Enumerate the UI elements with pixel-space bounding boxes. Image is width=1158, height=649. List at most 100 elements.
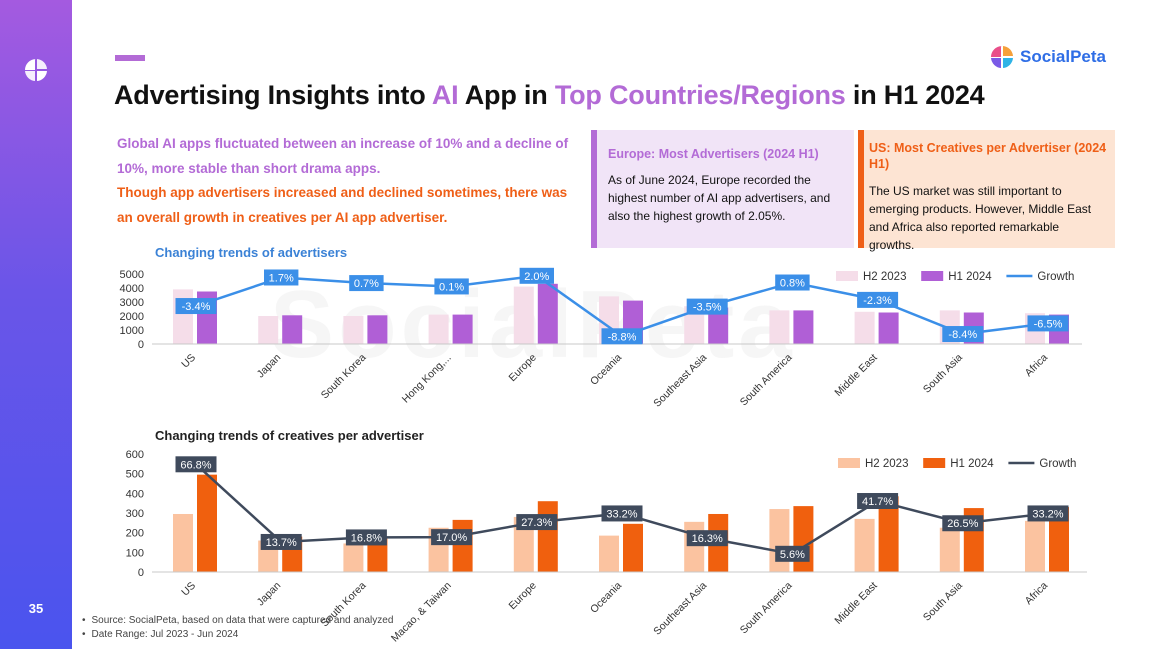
growth-data-label: 41.7%	[857, 493, 899, 510]
x-category-label: US	[179, 580, 198, 599]
summary-line-2: Though app advertisers increased and dec…	[117, 185, 568, 225]
bar-h1-2024	[282, 315, 303, 344]
page-number: 35	[28, 601, 44, 616]
title-highlight: AI	[431, 80, 459, 110]
y-tick-label: 600	[126, 449, 144, 461]
bar-h2-2023	[684, 306, 705, 344]
us-insight-box: US: Most Creatives per Advertiser (2024 …	[858, 130, 1115, 252]
footnotes: Source: SocialPeta, based on data that w…	[82, 614, 394, 642]
y-tick-label: 0	[138, 567, 144, 579]
legend-label: Growth	[1037, 271, 1074, 283]
x-category-label: Macao, & Taiwan	[389, 580, 454, 645]
bar-h2-2023	[684, 521, 705, 572]
svg-text:41.7%: 41.7%	[862, 496, 893, 508]
svg-text:13.7%: 13.7%	[266, 537, 297, 549]
svg-text:2.0%: 2.0%	[524, 271, 549, 283]
bar-h2-2023	[343, 316, 364, 344]
svg-text:33.2%: 33.2%	[606, 508, 637, 520]
growth-data-label: 0.1%	[434, 278, 469, 295]
us-box-text: The US market was still important to eme…	[869, 184, 1092, 252]
svg-text:17.0%: 17.0%	[436, 532, 467, 544]
growth-data-label: -8.8%	[601, 328, 643, 345]
bar-h2-2023	[258, 316, 279, 344]
x-category-label: Africa	[1023, 580, 1051, 608]
svg-text:-8.8%: -8.8%	[608, 331, 637, 343]
x-category-label: Southeast Asia	[651, 580, 709, 638]
bar-h2-2023	[1025, 520, 1045, 572]
bar-h2-2023	[428, 314, 449, 344]
svg-text:-3.5%: -3.5%	[693, 302, 722, 314]
legend-label: H2 2023	[865, 458, 908, 470]
socialpeta-logo-icon	[991, 46, 1013, 68]
creatives-chart-title: Changing trends of creatives per adverti…	[155, 428, 424, 443]
growth-data-label: 66.8%	[175, 456, 217, 473]
y-tick-label: 400	[126, 488, 144, 500]
europe-box-text: As of June 2024, Europe recorded the hig…	[608, 173, 831, 223]
y-tick-label: 100	[126, 547, 144, 559]
bar-h2-2023	[769, 509, 790, 572]
bar-h2-2023	[343, 543, 364, 572]
legend-label: H2 2023	[863, 271, 906, 283]
svg-text:5.6%: 5.6%	[780, 549, 805, 561]
x-category-label: Middle East	[832, 580, 879, 627]
chart-legend: H2 2023 H1 2024 Growth	[838, 458, 1076, 470]
bar-h2-2023	[173, 289, 193, 344]
title-part: in H1 2024	[845, 80, 985, 110]
x-category-label: South America	[738, 352, 795, 409]
growth-data-label: 33.2%	[1027, 505, 1069, 522]
bar-h1-2024	[197, 474, 217, 572]
growth-data-label: 2.0%	[519, 267, 554, 284]
growth-data-label: 17.0%	[431, 529, 473, 546]
x-category-label: Middle East	[832, 352, 879, 399]
y-tick-label: 200	[126, 528, 144, 540]
svg-text:-8.4%: -8.4%	[948, 329, 977, 341]
x-category-label: South Asia	[921, 352, 965, 396]
bar-h1-2024	[537, 501, 558, 572]
growth-data-label: -6.5%	[1027, 315, 1069, 332]
svg-text:16.8%: 16.8%	[351, 532, 382, 544]
bar-h2-2023	[599, 535, 619, 572]
advertisers-chart-title: Changing trends of advertisers	[155, 245, 348, 260]
bar-h2-2023	[769, 310, 790, 344]
date-range-note: Date Range: Jul 2023 - Jun 2024	[82, 628, 393, 642]
title-highlight: Top Countries/Regions	[554, 80, 846, 110]
source-note: Source: SocialPeta, based on data that w…	[82, 614, 394, 628]
bar-h1-2024	[537, 283, 558, 344]
bar-h1-2024	[793, 310, 814, 344]
bar-h2-2023	[854, 311, 875, 344]
growth-line	[195, 274, 1049, 338]
bar-h1-2024	[878, 312, 899, 344]
x-category-label: South Korea	[319, 352, 369, 402]
svg-text:-3.4%: -3.4%	[182, 301, 211, 313]
growth-data-label: -3.5%	[686, 298, 728, 315]
x-category-label: Oceania	[588, 352, 624, 388]
bar-h1-2024	[367, 315, 388, 344]
x-category-label: Europe	[506, 352, 539, 385]
growth-data-label: 0.8%	[775, 274, 810, 291]
x-category-label: Oceania	[588, 580, 624, 616]
bar-h2-2023	[854, 518, 875, 572]
svg-text:0.7%: 0.7%	[354, 278, 379, 290]
title-accent-bar	[115, 55, 145, 61]
growth-data-label: 26.5%	[942, 515, 984, 532]
legend-label: H1 2024	[950, 458, 994, 470]
svg-text:27.3%: 27.3%	[521, 517, 552, 529]
y-tick-label: 300	[126, 508, 144, 520]
summary-line-1: Global AI apps fluctuated between an inc…	[117, 136, 569, 176]
x-category-label: Europe	[506, 580, 539, 613]
legend-label: Growth	[1039, 458, 1076, 470]
growth-data-label: 5.6%	[775, 545, 810, 562]
bar-h1-2024	[452, 314, 473, 344]
y-tick-label: 4000	[120, 283, 144, 295]
bar-h1-2024	[793, 506, 814, 572]
svg-text:0.8%: 0.8%	[780, 278, 805, 290]
x-category-label: Japan	[255, 580, 284, 609]
x-category-label: Hong Kong,...	[400, 352, 454, 406]
growth-data-label: 16.8%	[345, 529, 387, 546]
growth-data-label: 13.7%	[260, 533, 302, 550]
y-tick-label: 5000	[120, 269, 144, 281]
y-tick-label: 1000	[120, 325, 144, 337]
bar-h1-2024	[367, 538, 388, 572]
x-category-label: Africa	[1023, 352, 1051, 380]
